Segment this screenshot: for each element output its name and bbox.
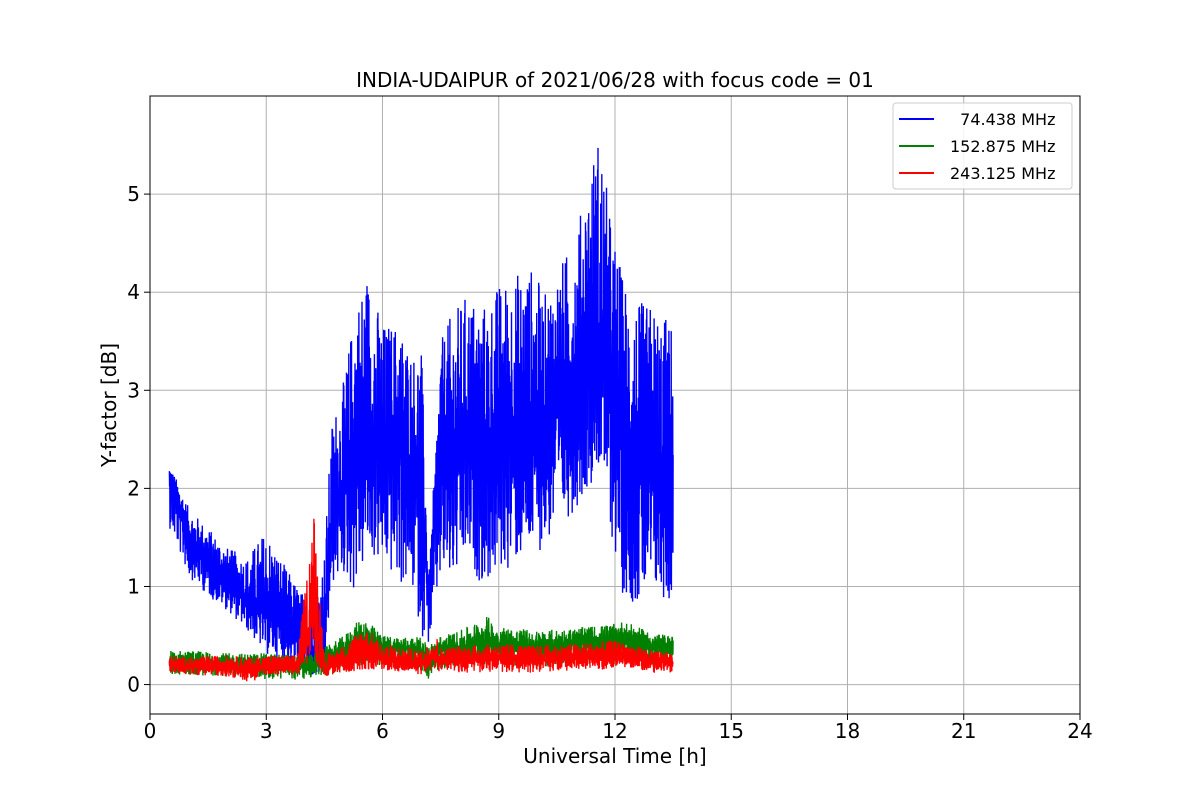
legend-label: 243.125 MHz — [950, 164, 1055, 183]
x-tick-label: 12 — [602, 719, 627, 743]
legend: 74.438 MHz 152.875 MHz 243.125 MHz — [893, 103, 1072, 189]
x-tick-label: 21 — [951, 719, 976, 743]
y-axis-label: Y-factor [dB] — [97, 343, 121, 468]
x-tick-label: 15 — [719, 719, 744, 743]
legend-label: 152.875 MHz — [950, 137, 1055, 156]
y-tick-label: 5 — [127, 182, 140, 206]
x-axis-label: Universal Time [h] — [523, 744, 706, 768]
x-tick-label: 9 — [492, 719, 505, 743]
y-tick-label: 4 — [127, 280, 140, 304]
y-tick-label: 3 — [127, 378, 140, 402]
chart-title: INDIA-UDAIPUR of 2021/06/28 with focus c… — [356, 68, 874, 92]
y-tick-label: 1 — [127, 574, 140, 598]
y-tick-label: 2 — [127, 476, 140, 500]
series-layer — [169, 148, 673, 681]
x-tick-label: 3 — [260, 719, 273, 743]
x-tick-label: 0 — [144, 719, 157, 743]
x-tick-label: 18 — [835, 719, 860, 743]
legend-label: 74.438 MHz — [950, 110, 1055, 129]
y-tick-label: 0 — [127, 673, 140, 697]
x-tick-label: 6 — [376, 719, 389, 743]
x-tick-label: 24 — [1067, 719, 1092, 743]
series-line-0 — [169, 148, 673, 675]
